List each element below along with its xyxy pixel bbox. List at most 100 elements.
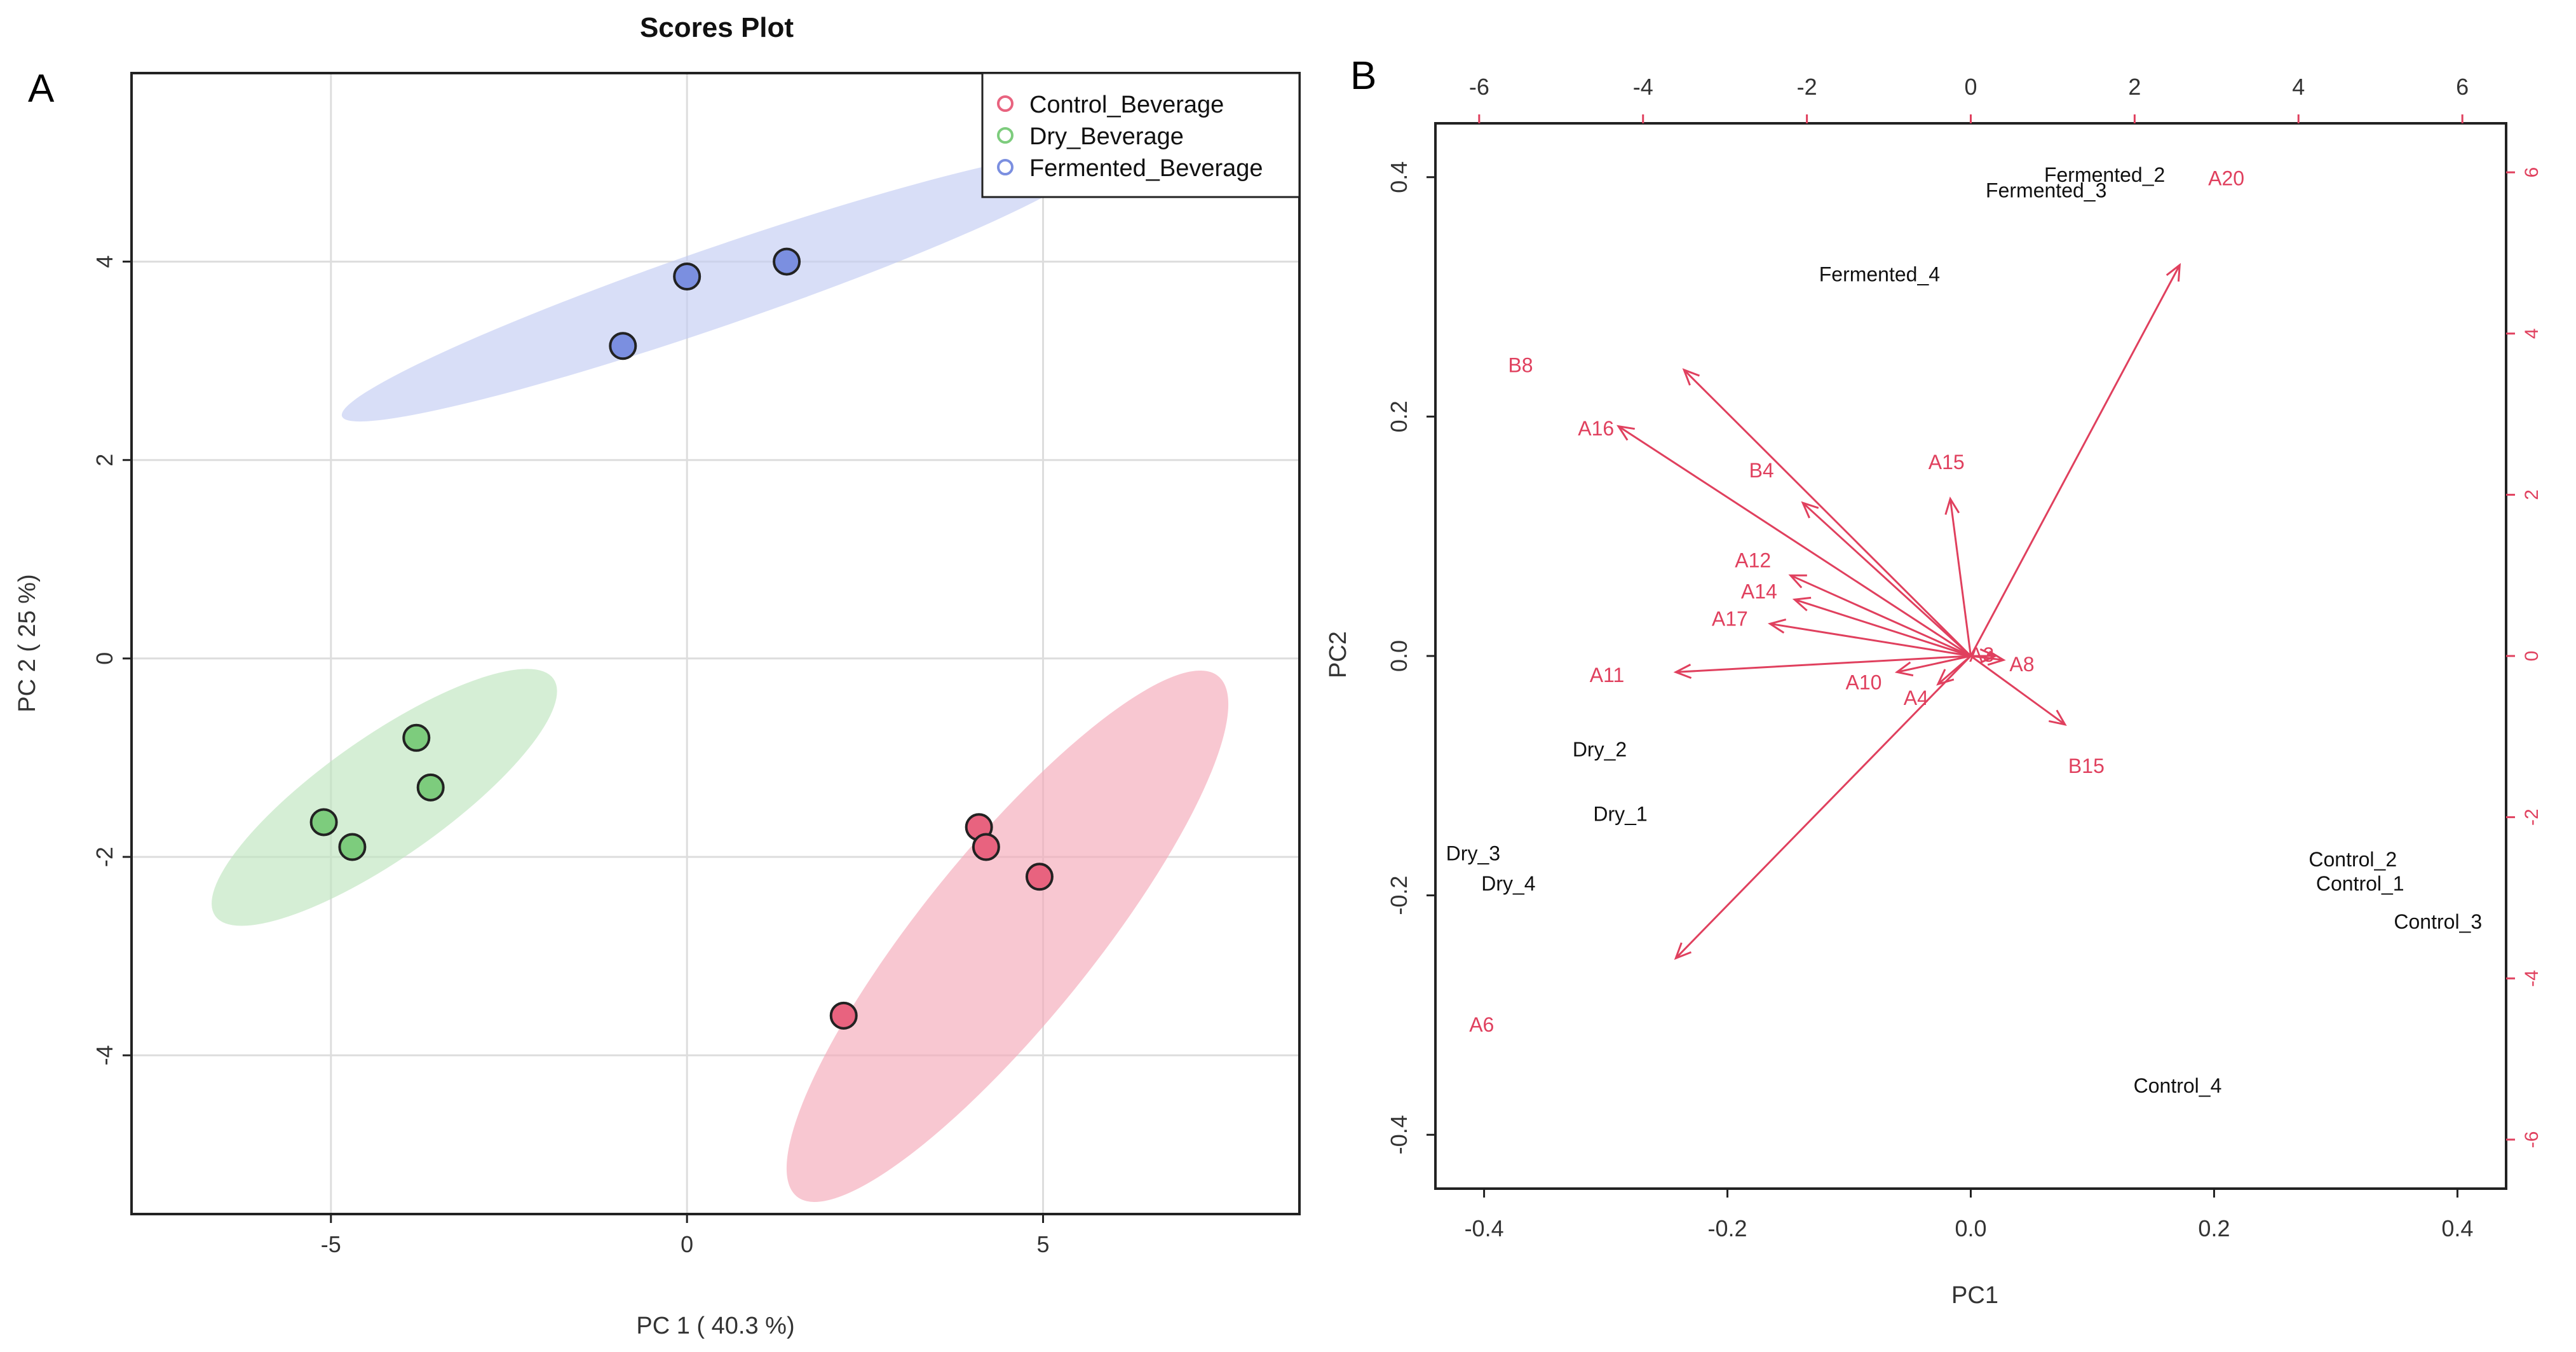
observation-label-Control_3: Control_3 xyxy=(2394,910,2482,933)
observation-label-Dry_1: Dry_1 xyxy=(1593,803,1647,826)
y-tick-label: -0.4 xyxy=(1386,1115,1412,1154)
arrowhead-A10 xyxy=(1894,661,1914,677)
right-tick-label: -2 xyxy=(2521,809,2542,826)
right-tick-label: -6 xyxy=(2521,1131,2542,1149)
x-tick-label: -0.4 xyxy=(1465,1215,1504,1241)
top-tick-label: 4 xyxy=(2292,74,2305,100)
arrowhead-A20 xyxy=(2166,263,2181,282)
legend-marker-control xyxy=(997,95,1013,112)
observation-label-Control_1: Control_1 xyxy=(2316,872,2404,895)
observation-label-Fermented_4: Fermented_4 xyxy=(1819,263,1940,285)
right-tick-label: 2 xyxy=(2521,489,2542,500)
variable-label-B15: B15 xyxy=(2068,755,2105,777)
x-tick-label: 5 xyxy=(1037,1231,1050,1257)
variable-label-A4: A4 xyxy=(1904,686,1929,709)
right-tick-label: 4 xyxy=(2521,328,2542,339)
observation-label-Dry_3: Dry_3 xyxy=(1446,842,1500,865)
top-tick-label: -6 xyxy=(1469,74,1489,100)
observation-label-Control_4: Control_4 xyxy=(2134,1074,2222,1097)
loading-arrow-A20 xyxy=(1970,264,2181,657)
arrowhead-A11 xyxy=(1673,664,1692,679)
arrowhead-B15 xyxy=(2049,709,2067,726)
legend-marker-fermented xyxy=(997,159,1013,175)
observation-label-Dry_4: Dry_4 xyxy=(1481,872,1535,895)
loading-arrow-B4 xyxy=(1802,502,1972,657)
arrowhead-A4 xyxy=(1936,669,1955,686)
loading-arrow-A16 xyxy=(1618,425,1972,657)
observation-label-Dry_2: Dry_2 xyxy=(1573,738,1627,761)
x-tick-label: -5 xyxy=(321,1231,341,1257)
fermented-ellipse xyxy=(341,151,1097,422)
arrowhead-A16 xyxy=(1616,425,1635,441)
variable-label-B4: B4 xyxy=(1749,459,1774,482)
observation-label-Control_2: Control_2 xyxy=(2308,848,2397,871)
legend-label-fermented: Fermented_Beverage xyxy=(1029,155,1263,182)
arrowhead-B4 xyxy=(1801,501,1819,519)
scores-plot: Scores Plot -5 0 5 -4 -2 0 2 4 PC 1 ( 40.3 %) P… xyxy=(14,12,1301,1339)
y-tick-label: 0.2 xyxy=(1386,400,1412,432)
arrowhead-A17 xyxy=(1767,618,1787,634)
right-tick-label: 0 xyxy=(2521,651,2542,662)
arrowhead-A6 xyxy=(1674,942,1692,960)
biplot-variable-labels: A20 B8 A16 B4 A15 A12 A14 A17 A11 A10 A4 A3 A8 B15 A6 xyxy=(1469,167,2244,1036)
control-point xyxy=(829,1001,858,1030)
variable-label-A14: A14 xyxy=(1741,580,1777,603)
top-tick-label: 2 xyxy=(2128,74,2141,100)
variable-label-A17: A17 xyxy=(1712,608,1748,631)
biplot-y-axis-label: PC2 xyxy=(1325,631,1352,678)
scores-plot-title: Scores Plot xyxy=(640,12,794,43)
loading-arrow-B15 xyxy=(1970,655,2066,726)
control-point xyxy=(1025,863,1054,891)
dry-point xyxy=(338,833,367,861)
x-tick-label: 0.2 xyxy=(2198,1215,2230,1241)
loading-arrow-A11 xyxy=(1676,655,1971,673)
loading-arrow-A10 xyxy=(1897,655,1971,673)
y-tick-label: -0.2 xyxy=(1386,876,1412,915)
variable-label-A11: A11 xyxy=(1590,664,1625,686)
fermented-point xyxy=(773,247,801,276)
scores-points xyxy=(309,247,1054,1030)
arrowhead-A12 xyxy=(1788,574,1807,589)
variable-label-A10: A10 xyxy=(1846,671,1882,693)
variable-label-B8: B8 xyxy=(1508,353,1533,376)
fermented-point xyxy=(673,262,702,290)
x-tick-label: -0.2 xyxy=(1708,1215,1747,1241)
legend-box xyxy=(981,72,1301,198)
arrowhead-A8 xyxy=(1987,650,2006,666)
variable-label-A16: A16 xyxy=(1578,417,1614,440)
top-tick-label: -4 xyxy=(1633,74,1653,100)
y-tick-label: 4 xyxy=(92,256,118,268)
variable-label-A8: A8 xyxy=(2009,653,2034,676)
biplot-loading-arrows xyxy=(1616,263,2181,960)
variable-label-A12: A12 xyxy=(1735,549,1771,571)
biplot-x-axis-label: PC1 xyxy=(1951,1282,1998,1309)
right-tick-label: -4 xyxy=(2521,970,2542,987)
x-tick-label: 0.0 xyxy=(1955,1215,1986,1241)
loading-arrow-A15 xyxy=(1949,498,1972,657)
observation-label-Fermented_2: Fermented_2 xyxy=(2044,163,2165,186)
variable-label-A20: A20 xyxy=(2208,167,2244,190)
scores-legend: Control_Beverage Dry_Beverage Fermented_Be… xyxy=(981,72,1301,198)
arrowhead-A14 xyxy=(1792,596,1812,611)
loading-arrow-A6 xyxy=(1675,655,1972,959)
control-ellipse xyxy=(786,670,1229,1202)
y-tick-label: 0.0 xyxy=(1386,640,1412,672)
loading-arrow-A17 xyxy=(1770,622,1971,657)
panel-a-label: A xyxy=(28,67,55,111)
top-tick-label: 0 xyxy=(1964,74,1977,100)
dry-point xyxy=(402,723,431,752)
panel-b-label: B xyxy=(1350,54,1376,98)
y-tick-label: 0.4 xyxy=(1386,161,1412,193)
loading-arrow-A8 xyxy=(1970,655,2004,661)
arrowhead-A15 xyxy=(1944,496,1960,516)
variable-label-A6: A6 xyxy=(1469,1013,1494,1036)
dry-point xyxy=(416,773,445,802)
control-point xyxy=(972,833,1000,861)
loading-arrow-B8 xyxy=(1683,369,1972,657)
top-tick-label: -2 xyxy=(1797,74,1817,100)
scores-ticks: -5 0 5 -4 -2 0 2 4 xyxy=(92,256,1050,1257)
legend-marker-dry xyxy=(997,127,1013,144)
